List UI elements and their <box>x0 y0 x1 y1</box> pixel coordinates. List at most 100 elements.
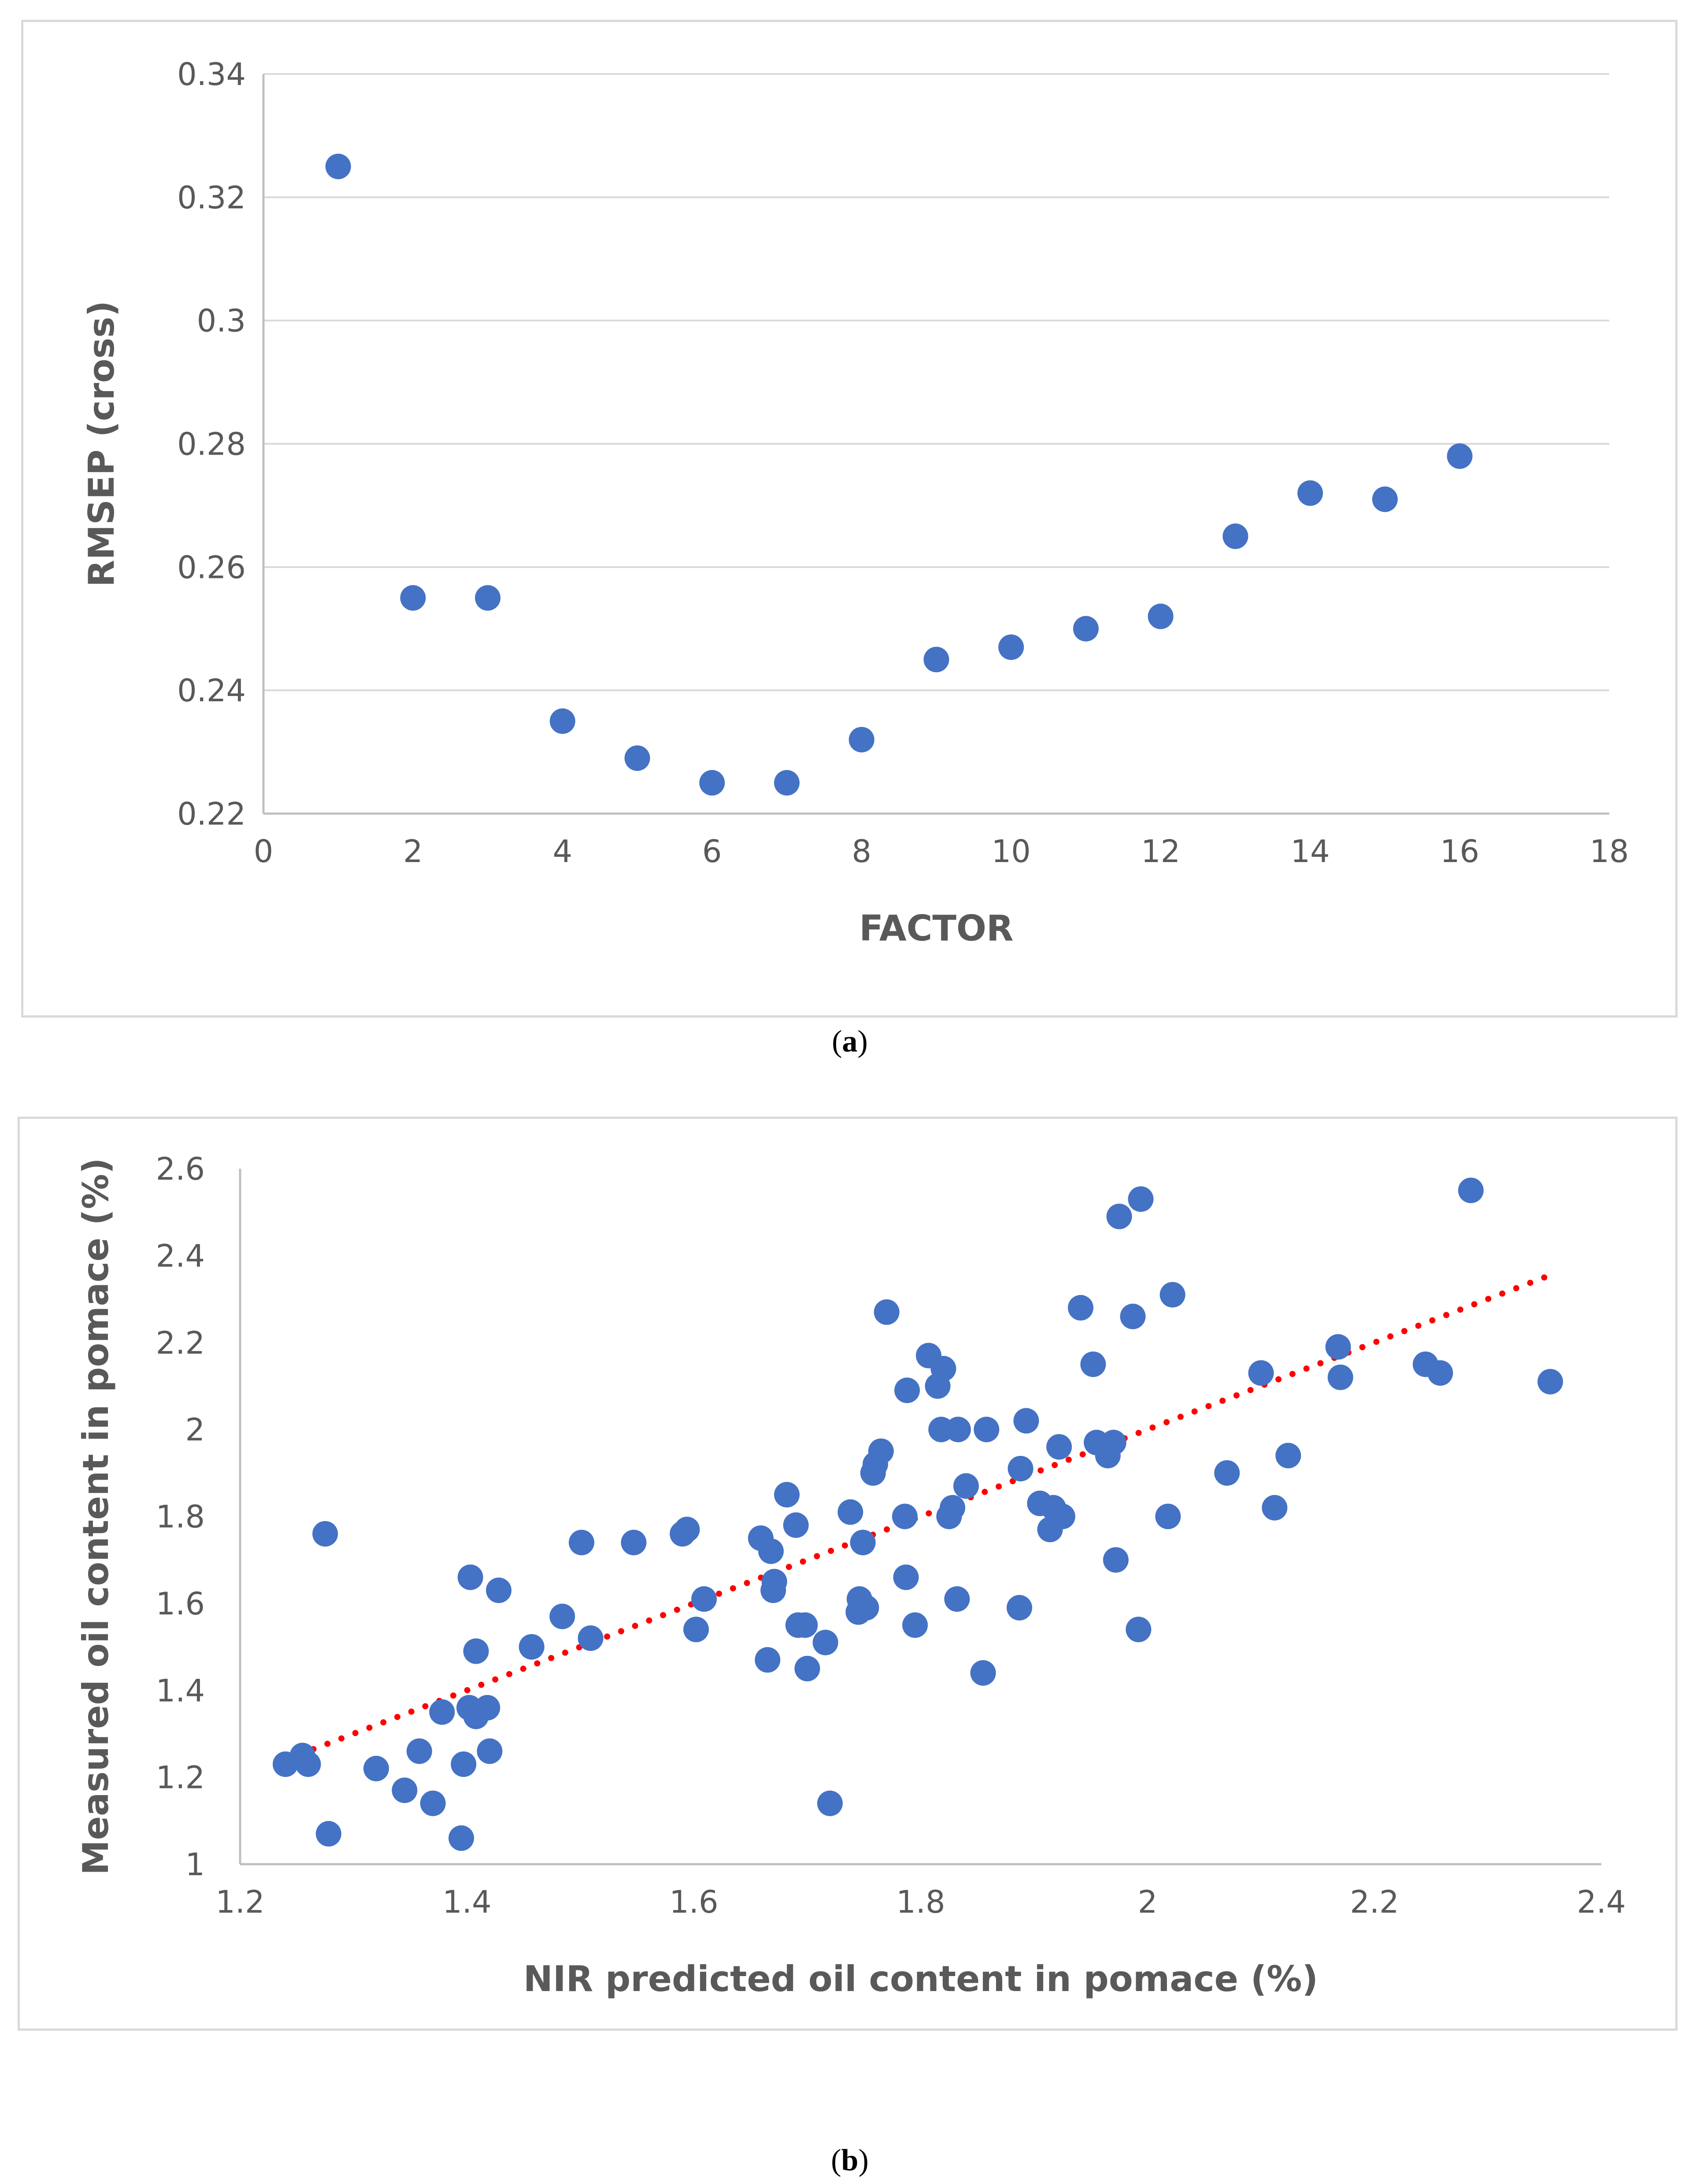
y-tick-label-b: 2.6 <box>156 1151 205 1187</box>
y-tick-label-b: 1 <box>185 1847 205 1883</box>
data-point-b <box>448 1825 474 1851</box>
data-point-b <box>1458 1177 1484 1203</box>
data-point-a <box>848 727 874 753</box>
data-point-b <box>1128 1186 1154 1212</box>
x-tick-label-a: 2 <box>403 833 423 870</box>
data-point-b <box>902 1612 928 1638</box>
chart-a-svg: 0.22 0.24 0.26 0.28 0.3 0.32 0.34 0 2 4 6 8 10 12 14 16… <box>81 56 1629 949</box>
data-point-b <box>894 1377 920 1403</box>
data-point-b <box>621 1529 647 1555</box>
data-point-b <box>315 1821 341 1847</box>
data-point-b <box>1120 1303 1146 1329</box>
data-point-b <box>1214 1460 1240 1486</box>
data-point-b <box>1007 1595 1033 1621</box>
data-point-b <box>1427 1360 1453 1386</box>
data-point-a <box>1222 523 1248 549</box>
chart-panel-a: 0.22 0.24 0.26 0.28 0.3 0.32 0.34 0 2 4 6 8 10 12 14 16… <box>21 20 1678 1018</box>
data-point-b <box>392 1777 418 1803</box>
x-tick-label-b: 1.4 <box>442 1884 491 1920</box>
data-point-b <box>363 1755 389 1781</box>
x-tick-label-a: 4 <box>553 833 573 870</box>
data-point-b <box>674 1517 700 1543</box>
data-point-b <box>1106 1203 1132 1229</box>
data-point-b <box>406 1738 432 1764</box>
data-point-b <box>578 1625 604 1651</box>
data-point-b <box>312 1521 338 1547</box>
data-point-b <box>817 1790 843 1816</box>
y-tick-label-a: 0.24 <box>177 673 246 709</box>
y-tick-label-b: 1.2 <box>156 1760 205 1796</box>
data-point-a <box>774 770 800 796</box>
data-point-b <box>429 1699 455 1725</box>
data-point-b <box>420 1790 446 1816</box>
data-point-b <box>792 1612 818 1638</box>
data-point-a <box>1073 616 1099 642</box>
data-point-b <box>295 1751 321 1777</box>
data-point-a <box>1447 443 1473 469</box>
data-point-b <box>1007 1455 1033 1481</box>
data-point-b <box>474 1695 500 1721</box>
data-point-a <box>475 585 501 611</box>
y-tick-label-b: 1.6 <box>156 1586 205 1622</box>
data-point-b <box>944 1586 970 1612</box>
x-axis-title-b: NIR predicted oil content in pomace (%) <box>523 1958 1318 1999</box>
data-point-b <box>683 1617 709 1643</box>
data-point-b <box>486 1577 512 1603</box>
data-point-a <box>1297 480 1323 506</box>
y-tick-label-b: 1.8 <box>156 1499 205 1535</box>
x-tick-label-a: 14 <box>1291 833 1330 870</box>
data-point-b <box>783 1512 809 1538</box>
data-point-b <box>945 1417 971 1443</box>
data-point-b <box>457 1564 483 1590</box>
data-point-b <box>569 1529 595 1555</box>
data-point-b <box>1262 1495 1288 1521</box>
data-point-b <box>1325 1334 1351 1360</box>
x-tick-label-b: 2 <box>1138 1884 1158 1920</box>
y-axis-title-b: Measured oil content in pomace (%) <box>75 1158 116 1875</box>
data-point-b <box>953 1473 979 1499</box>
data-point-b <box>1080 1351 1106 1377</box>
data-point-a <box>998 634 1024 660</box>
data-point-b <box>1049 1503 1075 1529</box>
data-point-b <box>463 1638 489 1664</box>
x-tick-label-b: 1.8 <box>896 1884 945 1920</box>
data-point-a <box>699 770 725 796</box>
y-tick-label-a: 0.34 <box>177 56 246 93</box>
chart-panel-b: 1 1.2 1.4 1.6 1.8 2 2.2 2.4 2.6 1.2 1.4 1.6 1.8 2 2.2 2… <box>18 1117 1678 2031</box>
data-point-b <box>868 1438 894 1464</box>
data-point-b <box>812 1629 838 1655</box>
data-point-b <box>1159 1282 1185 1308</box>
data-point-b <box>1103 1547 1129 1573</box>
y-tick-label-b: 2.4 <box>156 1238 205 1274</box>
data-point-b <box>519 1634 544 1660</box>
x-axis-title-a: FACTOR <box>859 908 1013 949</box>
y-tick-label-b: 1.4 <box>156 1673 205 1709</box>
data-point-b <box>794 1655 820 1681</box>
data-point-b <box>1275 1443 1301 1469</box>
x-tick-label-a: 18 <box>1589 833 1629 870</box>
y-tick-label-b: 2.2 <box>156 1325 205 1361</box>
figure-caption-b: (b) <box>831 2143 869 2177</box>
data-point-b <box>974 1417 1000 1443</box>
x-tick-label-a: 0 <box>254 833 274 870</box>
x-tick-label-b: 2.4 <box>1577 1884 1626 1920</box>
data-point-b <box>1100 1429 1126 1455</box>
data-point-b <box>451 1751 477 1777</box>
data-point-b <box>1155 1503 1181 1529</box>
y-tick-label-a: 0.32 <box>177 180 246 216</box>
data-point-b <box>1327 1364 1353 1390</box>
y-tick-label-a: 0.3 <box>197 303 246 339</box>
data-point-b <box>874 1299 900 1325</box>
data-point-b <box>758 1538 784 1564</box>
x-tick-label-b: 1.6 <box>669 1884 718 1920</box>
caption-b-letter: b <box>841 2143 859 2177</box>
data-point-a <box>1148 603 1174 629</box>
data-point-b <box>930 1355 956 1381</box>
data-point-b <box>755 1647 781 1673</box>
data-point-a <box>624 745 650 771</box>
x-tick-label-b: 2.2 <box>1350 1884 1399 1920</box>
data-point-b <box>1126 1617 1152 1643</box>
chart-b-svg: 1 1.2 1.4 1.6 1.8 2 2.2 2.4 2.6 1.2 1.4 1.6 1.8 2 2.2 2… <box>75 1151 1626 1999</box>
data-point-b <box>691 1586 717 1612</box>
x-tick-label-b: 1.2 <box>215 1884 264 1920</box>
